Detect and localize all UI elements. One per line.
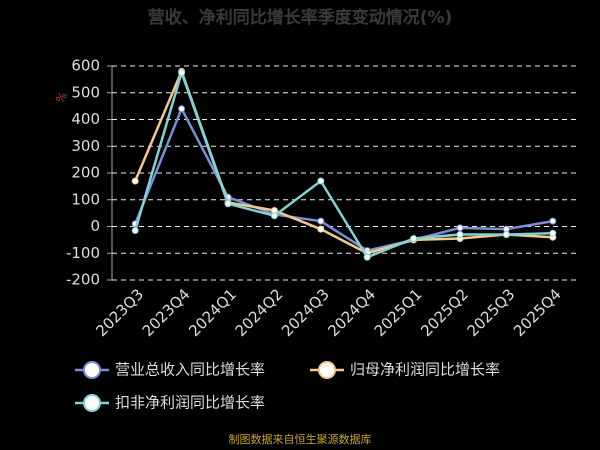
y-tick-label: 500 <box>71 83 100 101</box>
x-tick-label: 2024Q1 <box>185 285 240 340</box>
legend-label: 扣非净利润同比增长率 <box>115 394 265 412</box>
y-tick-label: -200 <box>66 271 100 289</box>
y-tick-label: -100 <box>66 244 100 262</box>
x-tick-label: 2023Q4 <box>139 285 194 340</box>
x-tick-label: 2025Q2 <box>417 285 472 340</box>
series-line <box>134 105 554 252</box>
y-tick-label: 0 <box>90 217 100 235</box>
chart-title: 营收、净利同比增长率季度变动情况(%) <box>148 7 453 28</box>
point <box>363 253 371 261</box>
point <box>317 225 325 233</box>
x-tick-label: 2025Q3 <box>464 285 519 340</box>
legend-label: 营业总收入同比增长率 <box>115 361 265 379</box>
y-tick-label: 600 <box>71 57 100 75</box>
point <box>270 212 278 220</box>
x-tick-label: 2025Q1 <box>371 285 426 340</box>
point <box>549 217 557 225</box>
point <box>317 177 325 185</box>
y-tick-label: 200 <box>71 164 100 182</box>
source-note: 制图数据来自恒生聚源数据库 <box>229 432 372 446</box>
y-tick-label: 100 <box>71 190 100 208</box>
point <box>131 177 139 185</box>
y-tick-label: 300 <box>71 137 100 155</box>
y-tick-label: 400 <box>71 110 100 128</box>
legend-marker <box>83 394 101 412</box>
series-line <box>134 67 553 255</box>
x-tick-label: 2023Q3 <box>92 285 147 340</box>
legend-label: 归母净利润同比增长率 <box>350 361 500 379</box>
legend-marker <box>318 361 336 379</box>
x-tick-label: 2024Q4 <box>324 285 379 340</box>
point <box>456 231 464 239</box>
point <box>502 231 510 239</box>
point <box>178 105 186 113</box>
x-tick-label: 2025Q4 <box>510 285 565 340</box>
x-tick-label: 2024Q2 <box>232 285 287 340</box>
point <box>410 235 418 243</box>
series-line <box>134 68 553 259</box>
point <box>178 69 186 77</box>
point <box>549 229 557 237</box>
point <box>456 224 464 232</box>
point <box>224 200 232 208</box>
point <box>131 227 139 235</box>
legend-marker <box>83 361 101 379</box>
point <box>317 217 325 225</box>
x-tick-label: 2024Q3 <box>278 285 333 340</box>
y-axis-label: % <box>53 90 69 106</box>
